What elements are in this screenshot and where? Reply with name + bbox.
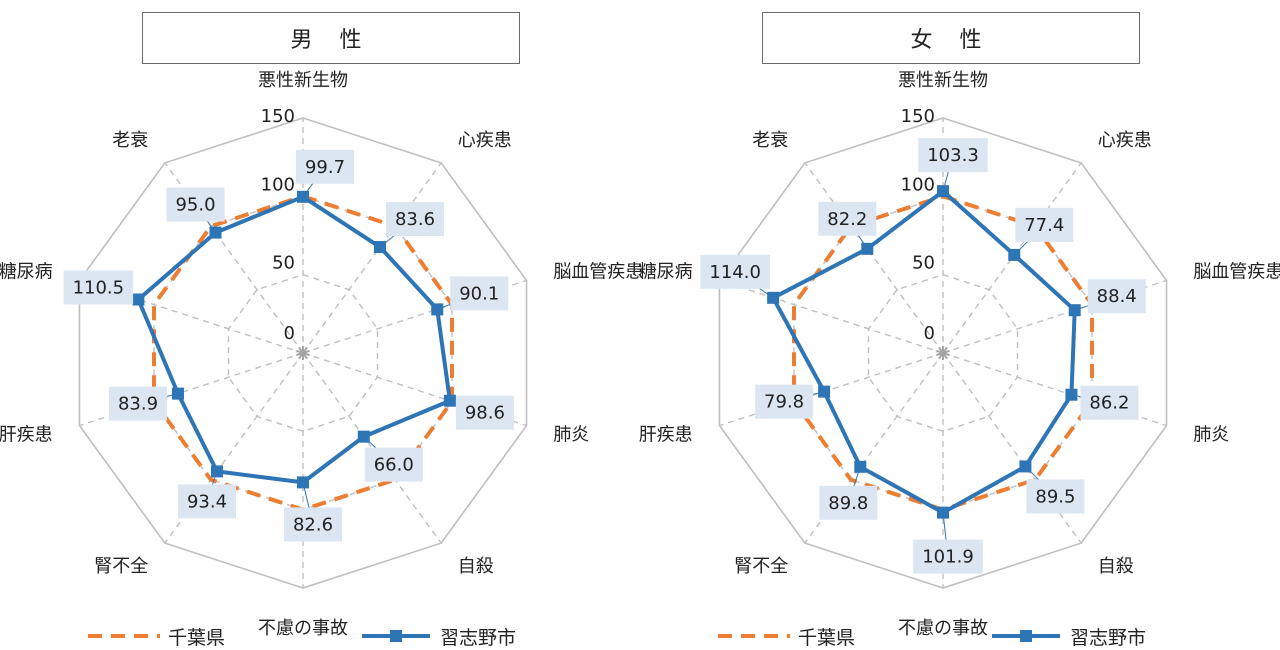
value-label: 98.6 [465, 403, 505, 424]
radial-tick-label: 150 [261, 106, 295, 127]
center-mark [938, 346, 944, 354]
radial-tick-label: 50 [912, 253, 935, 274]
legend-item-prefecture: 千葉県 [86, 623, 225, 650]
value-label-box [755, 384, 814, 419]
legend-label-prefecture: 千葉県 [798, 626, 856, 649]
value-label: 83.9 [118, 394, 158, 415]
category-label: 糖尿病 [0, 262, 53, 283]
radial-tick-label: 0 [284, 323, 295, 344]
value-label-box [913, 539, 983, 574]
value-label-box [455, 395, 514, 430]
value-label-box [1015, 207, 1074, 242]
category-label: 自殺 [1098, 556, 1134, 577]
category-label: 糖尿病 [639, 262, 693, 283]
category-label: 不慮の事故 [898, 618, 988, 639]
value-label: 86.2 [1089, 393, 1129, 414]
value-label-box [364, 447, 423, 482]
category-label: 肺炎 [1193, 424, 1229, 445]
value-label-box [700, 254, 770, 289]
value-label: 89.8 [828, 493, 868, 514]
category-label: 脳血管疾患 [553, 262, 643, 283]
category-label: 心疾患 [1098, 130, 1152, 151]
value-label: 83.6 [395, 209, 435, 230]
radar-spoke [302, 162, 442, 354]
category-label: 心疾患 [458, 130, 512, 151]
value-label: 82.6 [293, 514, 333, 535]
chart-title-male: 男 性 [142, 12, 520, 64]
value-label: 79.8 [764, 392, 804, 413]
radar-spoke [719, 352, 944, 427]
value-label-box [63, 270, 134, 305]
value-label-box [818, 201, 877, 236]
radial-tick-label: 100 [901, 174, 935, 195]
value-label: 114.0 [709, 262, 761, 283]
value-label: 110.5 [73, 278, 125, 299]
value-label-box [1080, 385, 1139, 420]
legend-label-city: 習志野市 [1070, 626, 1147, 649]
value-label-box [385, 202, 444, 237]
category-label: 脳血管疾患 [1193, 262, 1280, 283]
category-label: 老衰 [112, 130, 148, 151]
value-label: 89.5 [1035, 486, 1075, 507]
radial-tick-label: 100 [261, 174, 295, 195]
legend-label-city: 習志野市 [440, 626, 517, 649]
value-label-box [1087, 279, 1146, 314]
category-label: 肺炎 [553, 424, 589, 445]
radial-tick-label: 0 [924, 323, 935, 344]
category-label: 悪性新生物 [258, 70, 348, 91]
value-label: 90.1 [459, 283, 499, 304]
category-label: 不慮の事故 [258, 618, 348, 639]
value-label: 93.4 [187, 491, 227, 512]
radial-tick-label: 150 [901, 106, 935, 127]
legend-dashed-line-swatch [718, 634, 790, 638]
value-label-box [450, 276, 509, 311]
value-label: 103.3 [927, 145, 979, 166]
radar-spoke [719, 279, 944, 354]
legend-label-prefecture: 千葉県 [168, 626, 226, 649]
category-label: 老衰 [752, 130, 788, 151]
legend-item-city: 習志野市 [358, 623, 516, 650]
value-label-box [819, 485, 878, 520]
value-label-box [1026, 479, 1085, 514]
category-label: 悪性新生物 [898, 70, 988, 91]
value-label: 101.9 [922, 547, 974, 568]
legend-square-line-swatch [992, 630, 1060, 642]
value-label: 82.2 [827, 209, 867, 230]
legend-item-city: 習志野市 [988, 623, 1146, 650]
chart-panel-female: 女 性 0 50 100 150 悪性新生物心疾患脳血管疾患肺炎自殺不慮の事故 腎不全 肝疾… [639, 0, 1280, 650]
center-mark [298, 346, 304, 354]
category-label: 腎不全 [94, 556, 148, 577]
category-label: 腎不全 [734, 556, 788, 577]
value-label-box [108, 386, 167, 421]
legend-item-prefecture: 千葉県 [716, 623, 855, 650]
value-label-box [284, 507, 342, 542]
legend-dashed-line-swatch [88, 634, 160, 638]
value-label: 99.7 [305, 157, 345, 178]
value-label: 95.0 [175, 195, 215, 216]
value-label-box [177, 484, 236, 519]
value-label-box [296, 149, 354, 184]
value-label-box [918, 138, 988, 173]
category-label: 肝疾患 [0, 424, 53, 445]
value-label: 66.0 [374, 455, 414, 476]
value-label: 77.4 [1024, 215, 1064, 236]
legend-square-line-swatch [362, 630, 430, 642]
category-label: 肝疾患 [639, 424, 693, 445]
chart-panel-male: 男 性 0 50 100 150 悪性新生物心疾患脳血管疾患肺炎自殺不慮の事故 腎不全 肝疾… [0, 12, 643, 650]
series-marker-city [1068, 304, 1081, 317]
chart-title-female: 女 性 [762, 12, 1140, 64]
value-label-box [166, 187, 225, 222]
radial-tick-label: 50 [272, 253, 295, 274]
series-marker-city [1019, 460, 1032, 473]
value-label: 88.4 [1097, 286, 1137, 307]
category-label: 自殺 [458, 556, 494, 577]
